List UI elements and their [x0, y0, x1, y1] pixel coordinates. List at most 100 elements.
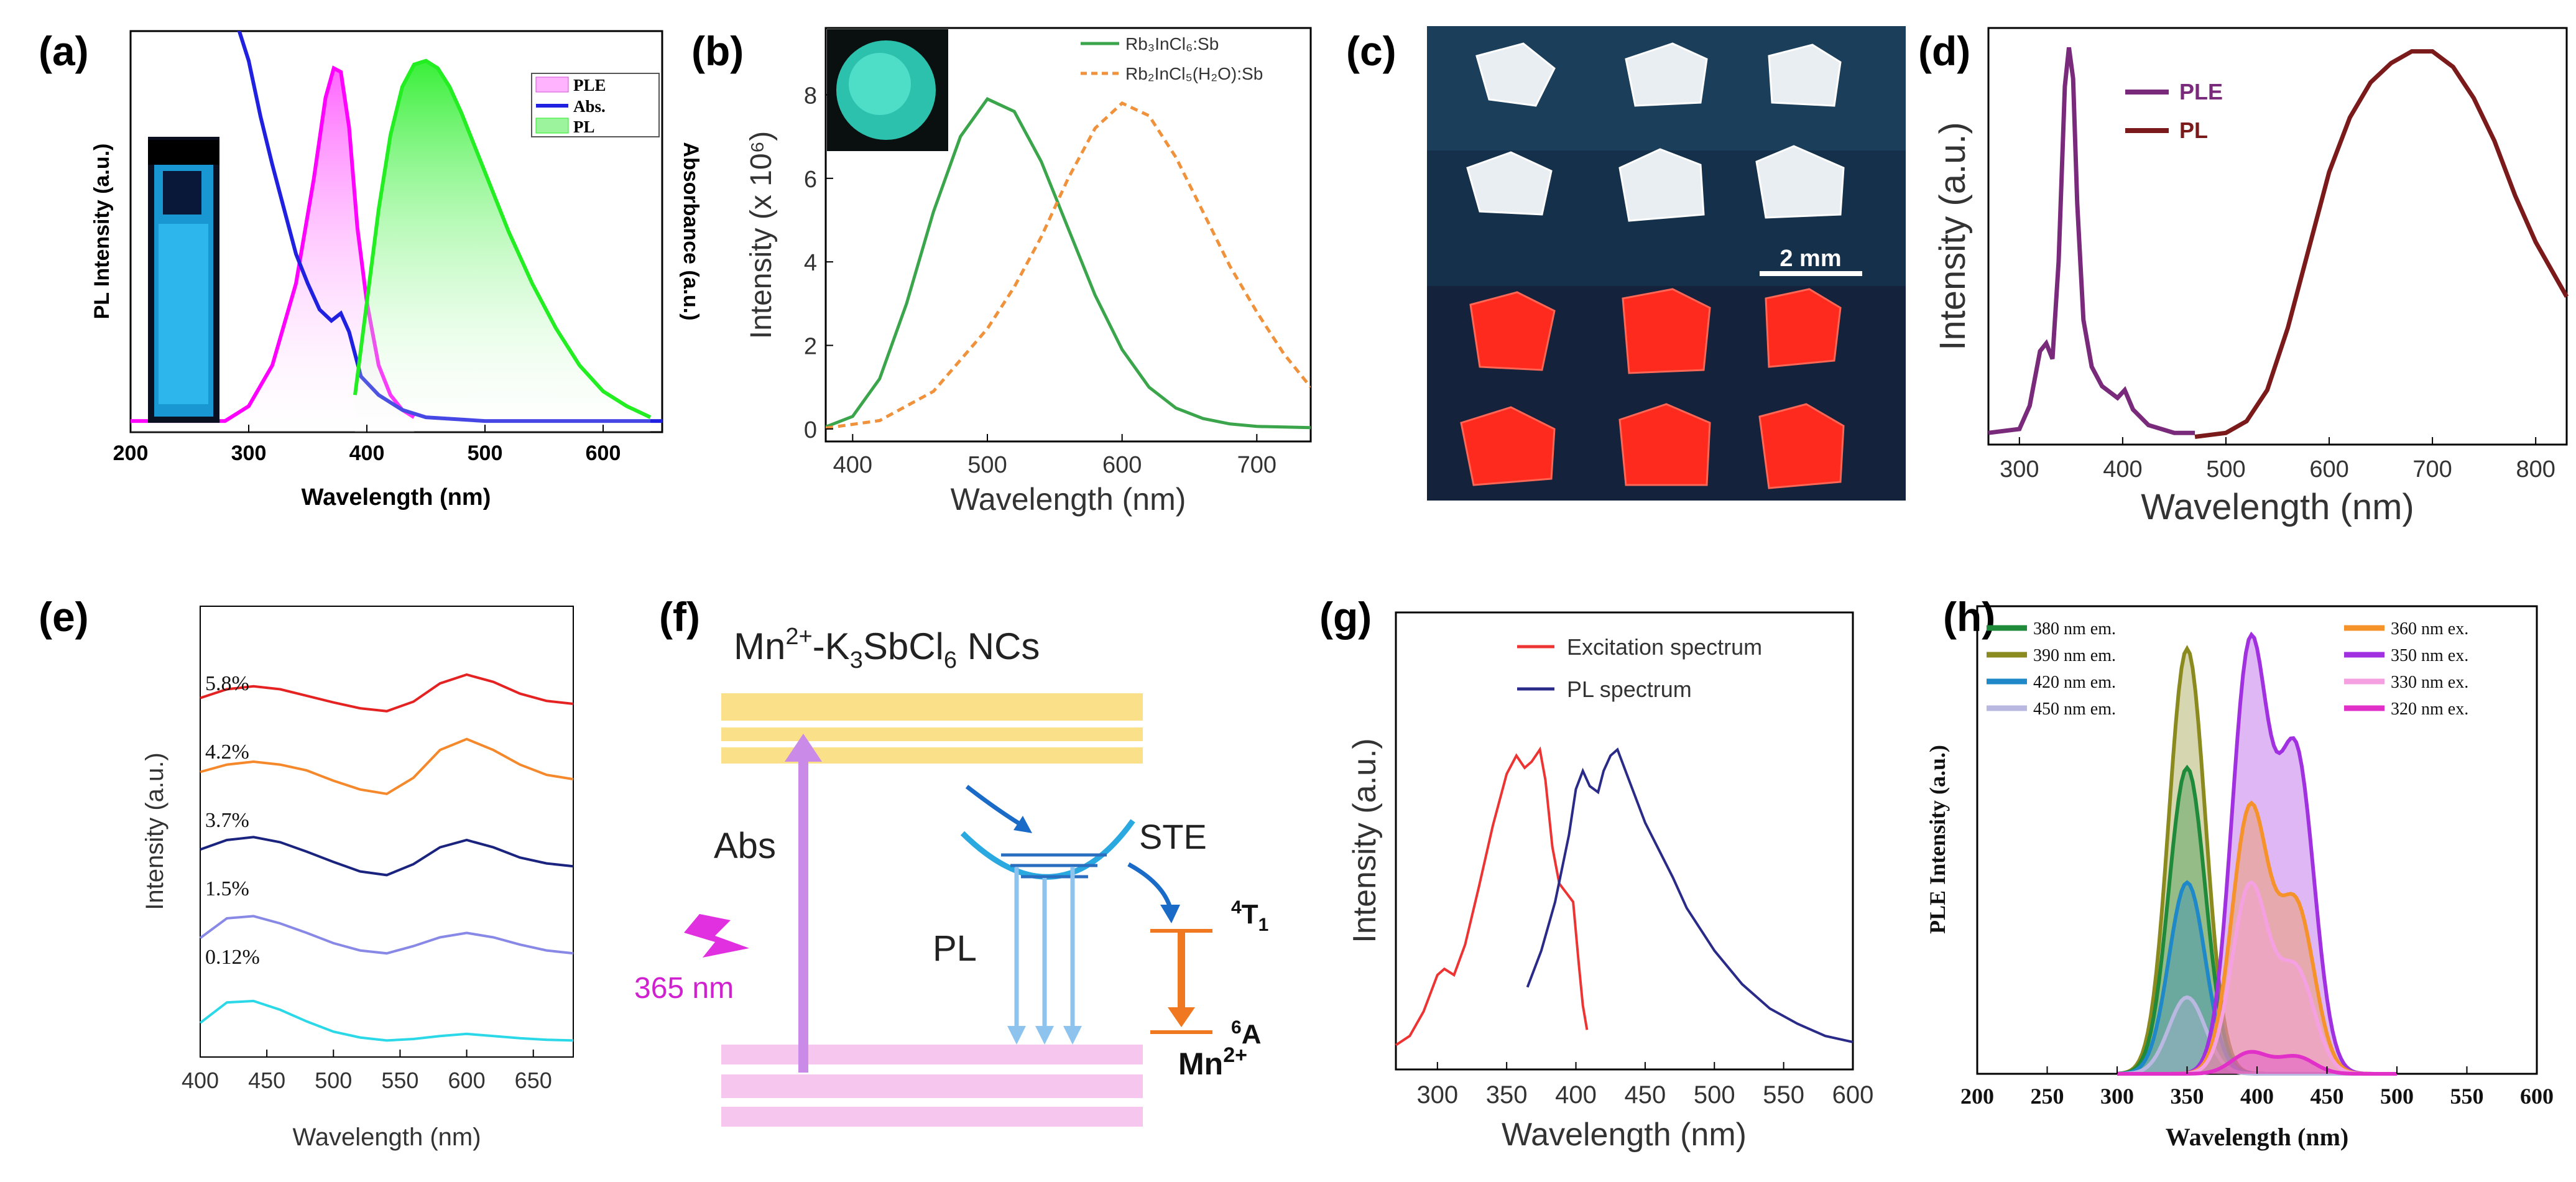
e-xtick-label: 650 [515, 1068, 552, 1093]
e-xtick-label: 600 [448, 1068, 486, 1093]
panel-label-d: (d) [1918, 28, 1970, 74]
panel-a: (a) 200 300 400 500 600 PLE Abs. PL Waveleng… [39, 28, 703, 510]
cuvette-photo [148, 137, 219, 423]
panel-label-c: (c) [1346, 28, 1396, 74]
red-crystals [1460, 288, 1845, 489]
a6-level-label: 6A [1231, 1017, 1261, 1050]
h-xtick-label: 350 [2171, 1084, 2204, 1109]
a-xtick-label: 300 [231, 441, 267, 465]
b-xtick-label: 700 [1237, 452, 1276, 478]
y-axis-label-e: Intensity (a.u.) [141, 752, 169, 910]
panel-label-h: (h) [1943, 594, 1995, 640]
d-xtick-label: 500 [2206, 456, 2245, 482]
series-fill-h-5 [2117, 803, 2397, 1074]
legend-label-d-ple: PLE [2179, 79, 2223, 104]
a-xtick-label: 400 [349, 441, 385, 465]
mn-levels [1150, 929, 1212, 1034]
g-xtick-label: 450 [1625, 1081, 1666, 1109]
panel-label-f: (f) [659, 594, 700, 640]
b-xtick-label: 400 [833, 452, 872, 478]
a-xtick-label: 600 [586, 441, 621, 465]
plot-frame-g [1395, 611, 1854, 1071]
mn-label: Mn2+ [1178, 1043, 1247, 1081]
plot-area-g: 300 350 400 450 500 550 600 [1395, 746, 1874, 1109]
b-ytick-label: 2 [804, 334, 817, 360]
e-xtick-label: 450 [248, 1068, 285, 1093]
series-label-e-1.5: 1.5% [205, 877, 249, 900]
panel-b: (b) 400 500 600 700 0 2 4 6 8 Rb₃InCl₆:Sb Rb₂InC… [691, 27, 1312, 517]
series-label-e-3.7: 3.7% [205, 809, 249, 832]
x-axis-label-b: Wavelength (nm) [951, 482, 1186, 517]
legend-d: PLE PL [2125, 79, 2223, 143]
excitation-wavelength: 365 nm [634, 972, 734, 1005]
g-xtick-label: 400 [1555, 1081, 1597, 1109]
a-xtick-label: 500 [468, 441, 503, 465]
y-axis-label-a: PL Intensity (a.u.) [90, 144, 114, 320]
legend-label-h-390em: 390 nm em. [2033, 646, 2116, 665]
h-xtick-label: 400 [2240, 1084, 2274, 1109]
ste-label: STE [1139, 817, 1207, 856]
g-xtick-label: 300 [1416, 1081, 1458, 1109]
h-xtick-label: 550 [2450, 1084, 2484, 1109]
y-axis-label-b: Intensity (x 10⁶) [745, 131, 778, 339]
series-fill-h-4 [2117, 634, 2397, 1074]
legend-label-g-2: PL spectrum [1567, 676, 1692, 702]
legend-label-h-320ex: 320 nm ex. [2391, 700, 2468, 719]
lightning-icon [684, 914, 749, 958]
series-line-g-1 [1526, 747, 1854, 1043]
g-xtick-label: 350 [1486, 1081, 1528, 1109]
series-line-d-PL [2194, 49, 2569, 439]
e-xtick-label: 500 [315, 1068, 352, 1093]
plot-area-e: 400 450 500 550 600 650 [182, 673, 574, 1093]
plot-area-d: 300 400 500 600 700 800 [1988, 47, 2569, 482]
series-label-e-4.2: 4.2% [205, 741, 249, 764]
plot-frame-e [200, 606, 574, 1058]
plot-area-a: 200 300 400 500 600 [113, 31, 662, 465]
g-xtick-label: 500 [1694, 1081, 1735, 1109]
d-xtick-label: 800 [2516, 456, 2555, 482]
y-axis-label-g: Intensity (a.u.) [1347, 738, 1383, 943]
series-fill-h-0 [2117, 649, 2397, 1074]
legend-label-g-1: Excitation spectrum [1567, 634, 1762, 660]
legend-label-h-350ex: 350 nm ex. [2391, 646, 2468, 665]
series-line-b-1 [826, 101, 1311, 430]
scale-bar-label: 2 mm [1780, 246, 1841, 272]
legend-label-a-pl: PL [573, 118, 595, 136]
panel-d: (d) 300 400 500 600 700 800 PLE PL Wavelength… [1918, 27, 2569, 527]
d-xtick-label: 600 [2309, 456, 2348, 482]
e-xtick-label: 400 [182, 1068, 219, 1093]
legend-label-h-360ex: 360 nm ex. [2391, 619, 2468, 639]
plot-frame-b [824, 27, 1312, 443]
white-crystals [1466, 42, 1845, 222]
series-line-e-0.12% [199, 999, 574, 1042]
b-ytick-label: 8 [804, 83, 817, 109]
legend-label-a-ple: PLE [573, 76, 606, 95]
legend-h: 380 nm em. 390 nm em. 420 nm em. 450 nm … [1987, 619, 2468, 719]
legend-a: PLE Abs. PL [531, 73, 660, 137]
h-xtick-label: 450 [2311, 1084, 2344, 1109]
b-ytick-label: 4 [804, 250, 817, 276]
panel-c: (c) 2 mm [1346, 26, 1906, 501]
y-axis-label-h: PLE Intensity (a.u.) [1925, 745, 1950, 934]
panel-h: (h) 200 250 300 350 400 450 500 550 600 380 nm e… [1925, 594, 2554, 1151]
pl-arrows [1014, 867, 1075, 1029]
valence-band [721, 1045, 1143, 1127]
plot-area-b: 400 500 600 700 0 2 4 6 8 [804, 83, 1311, 478]
e-xtick-label: 550 [381, 1068, 418, 1093]
series-fill-h-2 [2117, 882, 2397, 1074]
diagram-title: Mn2+-K3SbCl6 NCs [734, 624, 1040, 673]
pl-label: PL [933, 928, 977, 969]
absorption-arrow [785, 734, 822, 1073]
panel-g: (g) 300 350 400 450 500 550 600 Excitation spe… [1319, 594, 1873, 1153]
panel-label-a: (a) [39, 28, 89, 74]
series-fill-h-6 [2117, 882, 2397, 1074]
y2-axis-label-a: Absorbance (a.u.) [679, 142, 703, 320]
legend-label-b-2: Rb₂InCl₅(H₂O):Sb [1125, 64, 1263, 83]
legend-g: Excitation spectrum PL spectrum [1517, 634, 1762, 702]
g-xtick-label: 600 [1832, 1081, 1874, 1109]
g-xtick-label: 550 [1763, 1081, 1804, 1109]
conduction-band [721, 693, 1143, 764]
plot-area-h: 200 250 300 350 400 450 500 550 600 [1960, 631, 2554, 1109]
series-line-b-0 [826, 97, 1311, 430]
